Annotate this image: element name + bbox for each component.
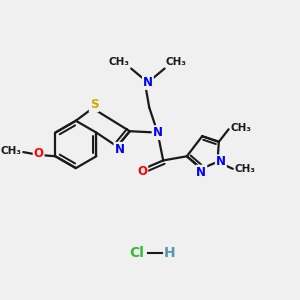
Text: N: N	[196, 166, 206, 178]
Text: O: O	[137, 165, 147, 178]
Text: CH₃: CH₃	[230, 123, 251, 133]
Text: N: N	[115, 143, 124, 156]
Text: N: N	[153, 126, 163, 139]
Text: Cl: Cl	[130, 246, 145, 260]
Text: H: H	[163, 246, 175, 260]
Text: CH₃: CH₃	[109, 57, 130, 67]
Text: N: N	[143, 76, 153, 89]
Text: CH₃: CH₃	[166, 57, 187, 67]
Text: O: O	[34, 147, 44, 160]
Text: CH₃: CH₃	[234, 164, 255, 174]
Text: N: N	[216, 155, 226, 168]
Text: CH₃: CH₃	[1, 146, 22, 156]
Text: S: S	[90, 98, 98, 111]
